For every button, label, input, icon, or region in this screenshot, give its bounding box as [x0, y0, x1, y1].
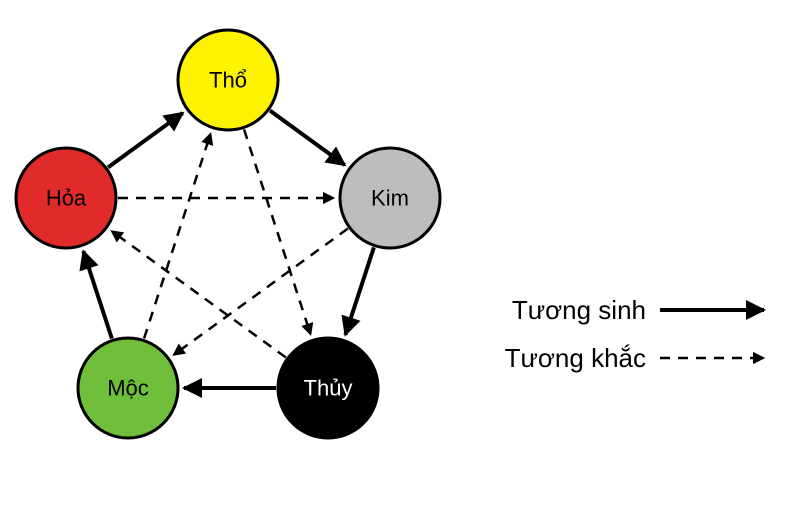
overcome-edge-kim-moc — [173, 229, 348, 356]
node-label-tho: Thổ — [209, 68, 247, 93]
generate-edge-hoa-tho — [108, 113, 183, 167]
node-label-hoa: Hỏa — [46, 186, 87, 211]
node-kim: Kim — [340, 148, 440, 248]
overcome-edges — [111, 129, 348, 357]
node-thuy: Thủy — [278, 338, 378, 438]
node-label-moc: Mộc — [107, 376, 149, 401]
legend: Tương sinh Tương khắc — [505, 295, 764, 373]
legend-label-solid: Tương sinh — [512, 295, 646, 325]
node-moc: Mộc — [78, 338, 178, 438]
generate-edge-tho-kim — [270, 111, 345, 165]
five-elements-diagram: Thổ Kim Thủy Mộc Hỏa Tương sinh Tương khắc — [0, 0, 796, 511]
generate-edge-kim-thuy — [345, 247, 373, 334]
node-hoa: Hỏa — [16, 148, 116, 248]
overcome-edge-moc-tho — [144, 133, 211, 338]
node-label-thuy: Thủy — [304, 376, 353, 401]
legend-label-dashed: Tương khắc — [505, 343, 646, 373]
node-tho: Thổ — [178, 30, 278, 130]
overcome-edge-tho-thuy — [244, 129, 311, 334]
node-label-kim: Kim — [371, 186, 409, 211]
element-nodes: Thổ Kim Thủy Mộc Hỏa — [16, 30, 440, 438]
generate-edge-moc-hoa — [83, 251, 111, 338]
